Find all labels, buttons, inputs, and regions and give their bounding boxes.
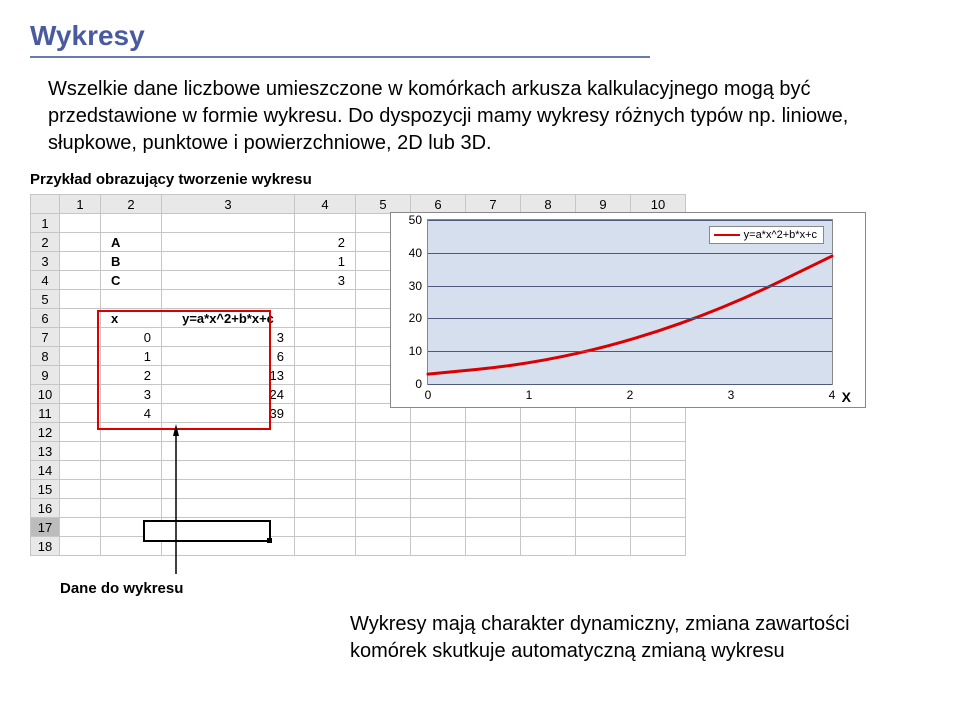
- intro-paragraph: Wszelkie dane liczbowe umieszczone w kom…: [48, 76, 868, 157]
- callout-caption: Dane do wykresu: [60, 580, 930, 597]
- x-tick-label: 3: [728, 388, 735, 402]
- legend-label: y=a*x^2+b*x+c: [744, 229, 817, 241]
- page-title: Wykresy: [30, 20, 650, 58]
- table-row: 14: [31, 461, 686, 480]
- table-row: 15: [31, 480, 686, 499]
- x-tick-label: 0: [425, 388, 432, 402]
- chart-container: y=a*x^2+b*x+c 0102030405001234 X: [390, 212, 866, 408]
- spreadsheet-and-chart: 1234567891012A23B14C356xy=a*x^2+b*x+c703…: [30, 194, 930, 574]
- gridline: [428, 253, 832, 254]
- x-tick-label: 2: [627, 388, 634, 402]
- y-tick-label: 50: [409, 213, 422, 227]
- y-tick-label: 0: [415, 377, 422, 391]
- bottom-paragraph: Wykresy mają charakter dynamiczny, zmian…: [350, 611, 910, 665]
- table-row: 16: [31, 499, 686, 518]
- example-subhead: Przykład obrazujący tworzenie wykresu: [30, 171, 930, 188]
- gridline: [428, 351, 832, 352]
- table-row: 12: [31, 423, 686, 442]
- gridline: [428, 286, 832, 287]
- chart-line: [428, 220, 832, 384]
- table-row: 17: [31, 518, 686, 537]
- x-tick-label: 4: [829, 388, 836, 402]
- chart-plot-area: y=a*x^2+b*x+c 0102030405001234: [427, 219, 833, 385]
- legend-line-swatch: [714, 234, 740, 236]
- gridline: [428, 220, 832, 221]
- y-tick-label: 30: [409, 279, 422, 293]
- table-row: 13: [31, 442, 686, 461]
- y-tick-label: 20: [409, 311, 422, 325]
- gridline: [428, 318, 832, 319]
- table-row: 18: [31, 537, 686, 556]
- callout-arrow: [170, 426, 182, 574]
- y-tick-label: 40: [409, 246, 422, 260]
- y-tick-label: 10: [409, 344, 422, 358]
- chart-legend: y=a*x^2+b*x+c: [709, 226, 824, 244]
- x-tick-label: 1: [526, 388, 533, 402]
- x-axis-label: X: [842, 389, 851, 405]
- gridline: [428, 384, 832, 385]
